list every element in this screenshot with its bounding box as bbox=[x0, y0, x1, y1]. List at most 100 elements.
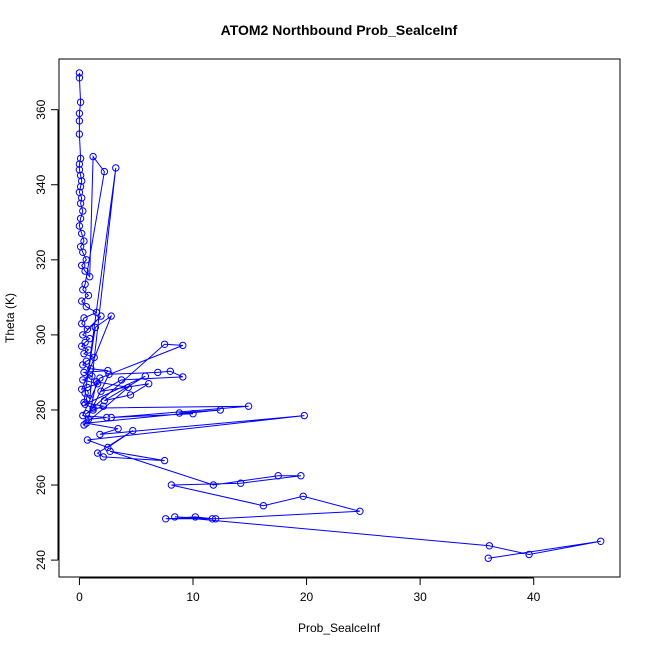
data-point bbox=[79, 286, 87, 294]
data-point bbox=[82, 419, 91, 427]
data-point bbox=[356, 507, 364, 515]
data-point bbox=[82, 303, 91, 311]
data-point bbox=[75, 160, 84, 168]
data-point bbox=[80, 421, 88, 429]
data-point bbox=[79, 411, 87, 420]
chart-title: ATOM2 Northbound Prob_SealceInf bbox=[221, 22, 458, 38]
data-point bbox=[80, 368, 88, 377]
data-point bbox=[80, 237, 88, 245]
y-axis: 240 260 280 300 320 340 360 bbox=[34, 99, 59, 570]
data-point bbox=[89, 152, 97, 161]
y-axis-label: Theta (K) bbox=[3, 293, 17, 343]
data-point bbox=[485, 542, 494, 550]
data-point bbox=[75, 74, 84, 82]
data-point bbox=[81, 267, 89, 275]
plot-frame bbox=[58, 58, 621, 578]
data-point bbox=[208, 515, 217, 523]
data-point bbox=[212, 515, 220, 523]
data-point bbox=[162, 515, 170, 523]
data-point bbox=[103, 413, 111, 422]
y-tick-label: 240 bbox=[34, 550, 48, 570]
data-point bbox=[100, 167, 109, 176]
data-point bbox=[189, 410, 197, 418]
data-point bbox=[79, 376, 87, 384]
data-point bbox=[91, 323, 100, 332]
data-point bbox=[81, 400, 89, 408]
data-point bbox=[107, 413, 115, 422]
data-point bbox=[80, 398, 88, 407]
data-point bbox=[96, 430, 104, 439]
data-point bbox=[525, 550, 533, 559]
data-point bbox=[84, 415, 93, 423]
data-point bbox=[124, 383, 133, 392]
data-point bbox=[89, 404, 97, 412]
data-point bbox=[597, 537, 605, 545]
data-point bbox=[78, 194, 86, 202]
data-point bbox=[112, 164, 120, 172]
data-point bbox=[76, 199, 85, 208]
data-point bbox=[81, 389, 89, 397]
data-point bbox=[97, 312, 105, 320]
x-axis: 0 10 20 30 40 bbox=[76, 577, 541, 604]
data-point bbox=[175, 409, 184, 417]
x-tick-label: 40 bbox=[527, 590, 541, 604]
data-point bbox=[154, 368, 162, 377]
data-point bbox=[78, 177, 86, 185]
y-tick-label: 320 bbox=[34, 249, 48, 269]
data-point bbox=[126, 391, 135, 399]
data-point bbox=[90, 353, 98, 362]
data-point bbox=[78, 261, 86, 270]
data-point bbox=[237, 479, 245, 487]
data-point bbox=[129, 426, 137, 435]
y-tick-label: 280 bbox=[34, 400, 48, 420]
data-point bbox=[117, 376, 126, 384]
data-point bbox=[145, 380, 153, 388]
data-point bbox=[104, 443, 112, 452]
data-point bbox=[99, 402, 108, 410]
series-layer bbox=[75, 69, 605, 562]
data-point bbox=[79, 207, 87, 215]
data-point bbox=[76, 214, 85, 223]
data-point bbox=[92, 308, 101, 317]
data-point bbox=[274, 472, 282, 480]
data-point bbox=[75, 130, 84, 138]
data-point bbox=[86, 273, 94, 281]
data-point bbox=[179, 373, 187, 381]
data-point bbox=[160, 340, 169, 348]
data-point bbox=[160, 456, 169, 465]
data-point bbox=[259, 502, 268, 510]
data-point bbox=[107, 312, 115, 320]
data-point bbox=[171, 513, 179, 521]
data-point bbox=[76, 98, 85, 106]
data-point bbox=[104, 366, 112, 375]
data-point bbox=[209, 481, 218, 489]
data-point bbox=[86, 334, 94, 343]
data-point bbox=[89, 406, 97, 414]
data-point bbox=[78, 297, 86, 305]
x-axis-label: Prob_SealceInf bbox=[298, 621, 381, 635]
data-point bbox=[76, 182, 85, 191]
data-point bbox=[244, 402, 253, 410]
data-point bbox=[82, 256, 91, 264]
data-point bbox=[114, 425, 122, 433]
data-point bbox=[75, 69, 84, 77]
data-point bbox=[216, 406, 225, 414]
data-point bbox=[75, 109, 84, 118]
data-point bbox=[167, 481, 176, 489]
x-tick-label: 30 bbox=[413, 590, 427, 604]
data-point bbox=[84, 346, 93, 354]
x-tick-label: 0 bbox=[76, 590, 83, 604]
y-tick-label: 340 bbox=[34, 174, 48, 194]
data-point bbox=[87, 365, 95, 373]
data-point bbox=[83, 436, 92, 444]
data-point bbox=[105, 370, 113, 378]
data-point bbox=[75, 222, 84, 230]
y-tick-label: 260 bbox=[34, 475, 48, 495]
data-point bbox=[79, 248, 87, 257]
data-point bbox=[78, 229, 86, 238]
data-point bbox=[97, 387, 105, 395]
data-point bbox=[80, 350, 88, 358]
y-tick-label: 360 bbox=[34, 99, 48, 119]
data-point bbox=[79, 361, 87, 369]
